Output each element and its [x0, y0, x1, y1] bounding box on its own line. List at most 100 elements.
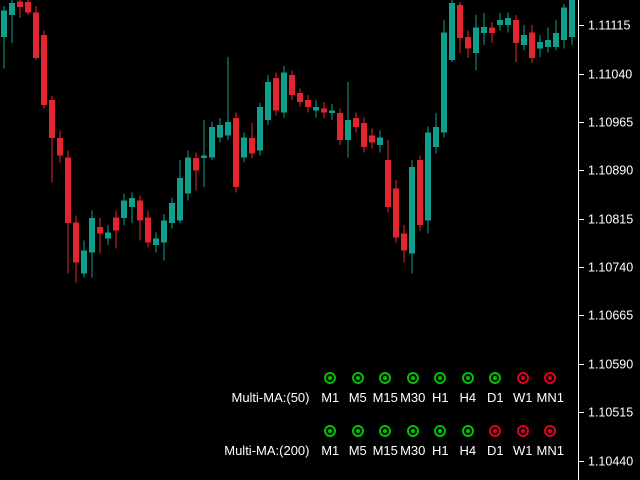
- candle-body: [489, 27, 495, 33]
- price-axis-tick: [578, 219, 584, 220]
- candle: [497, 12, 503, 31]
- signal-dot: [383, 376, 388, 380]
- candle-body: [321, 108, 327, 113]
- candle-body: [129, 198, 135, 208]
- timeframe-column: M15: [372, 372, 400, 405]
- timeframe-column: D1: [482, 372, 510, 405]
- timeframe-label: M15: [372, 443, 398, 458]
- candle: [553, 20, 559, 51]
- candle-body: [465, 36, 471, 49]
- timeframe-label: H1: [431, 443, 449, 458]
- timeframe-label: M1: [321, 390, 340, 405]
- candle-wick: [131, 192, 133, 224]
- candle-body: [569, 0, 575, 37]
- candle-body: [25, 1, 31, 13]
- signal-dot: [520, 376, 525, 380]
- price-axis-tick: [578, 412, 584, 413]
- candle: [289, 70, 295, 100]
- candle-body: [1, 10, 7, 37]
- candle-body: [169, 203, 175, 224]
- candle: [65, 150, 71, 274]
- candle-body: [297, 92, 303, 102]
- timeframe-label: W1: [513, 390, 533, 405]
- candle-body: [529, 32, 535, 59]
- signal-dot: [493, 429, 498, 433]
- signal-dot: [465, 376, 470, 380]
- price-axis-label: 1.10665: [588, 309, 633, 323]
- price-axis[interactable]: 1.11115 1.11040 1.10965 1.10890 1.10815 1.107…: [578, 0, 633, 480]
- candle-wick: [203, 120, 205, 188]
- candle-body: [17, 1, 23, 8]
- candle: [57, 130, 63, 163]
- candle-body: [497, 20, 503, 26]
- candle: [465, 30, 471, 59]
- timeframe-label: D1: [486, 443, 504, 458]
- price-axis-tick: [578, 25, 584, 26]
- candle-body: [201, 155, 207, 159]
- signal-up-icon: [489, 372, 502, 384]
- candle: [321, 101, 327, 119]
- candle: [473, 14, 479, 71]
- candle-body: [417, 160, 423, 226]
- candle-body: [457, 5, 463, 39]
- candle-body: [545, 40, 551, 48]
- candle-body: [521, 34, 527, 46]
- price-axis-tick: [578, 74, 584, 75]
- price-axis-label: 1.10440: [588, 455, 633, 469]
- candle-body: [113, 217, 119, 231]
- signal-dot: [410, 376, 415, 380]
- candle: [153, 232, 159, 253]
- candle: [97, 218, 103, 254]
- timeframe-column: MN1: [537, 425, 565, 458]
- candle: [185, 150, 191, 201]
- signal-up-icon: [351, 425, 364, 437]
- price-axis-tick: [578, 122, 584, 123]
- candle: [209, 121, 215, 160]
- signal-up-icon: [324, 372, 337, 384]
- candle: [193, 152, 199, 191]
- candle-body: [153, 238, 159, 246]
- signal-dot: [493, 376, 498, 380]
- candle-wick: [347, 81, 349, 158]
- candle: [273, 72, 279, 116]
- price-axis-label: 1.10740: [588, 261, 633, 275]
- candle: [249, 123, 255, 159]
- price-axis-tick: [578, 364, 584, 365]
- timeframe-label: M30: [400, 443, 426, 458]
- candle: [513, 14, 519, 62]
- candle-body: [81, 250, 87, 274]
- price-axis-label: 1.10890: [588, 164, 633, 178]
- timeframe-column: M5: [344, 372, 372, 405]
- timeframe-label: M30: [400, 390, 426, 405]
- signal-dot: [355, 429, 360, 433]
- candle: [489, 21, 495, 44]
- price-axis-label: 1.10965: [588, 116, 633, 130]
- candle-body: [353, 118, 359, 128]
- candle: [225, 56, 231, 140]
- candle-body: [193, 158, 199, 171]
- candle-body: [225, 121, 231, 136]
- candle-body: [313, 107, 319, 111]
- candle-body: [513, 20, 519, 44]
- candle-wick: [99, 218, 101, 254]
- timeframe-label: M1: [321, 443, 340, 458]
- candle-body: [73, 222, 79, 263]
- candle-body: [241, 137, 247, 158]
- signal-up-icon: [406, 372, 419, 384]
- candle: [41, 30, 47, 109]
- candle-body: [209, 127, 215, 158]
- candle-body: [265, 81, 271, 120]
- candle: [481, 12, 487, 46]
- timeframe-column: M30: [399, 372, 427, 405]
- timeframe-label: MN1: [536, 390, 564, 405]
- timeframe-label: M5: [348, 443, 367, 458]
- timeframe-column: MN1: [537, 372, 565, 405]
- signal-up-icon: [379, 425, 392, 437]
- candle-body: [401, 233, 407, 251]
- candle-wick: [227, 56, 229, 140]
- candle: [105, 225, 111, 246]
- candle: [201, 120, 207, 188]
- ma-row-label: Multi-MA:(50): [231, 390, 310, 405]
- multi-ma-row-200: Multi-MA:(200) M1 M5 M15 M30 H1 H4 D1 W1 MN1: [224, 425, 564, 458]
